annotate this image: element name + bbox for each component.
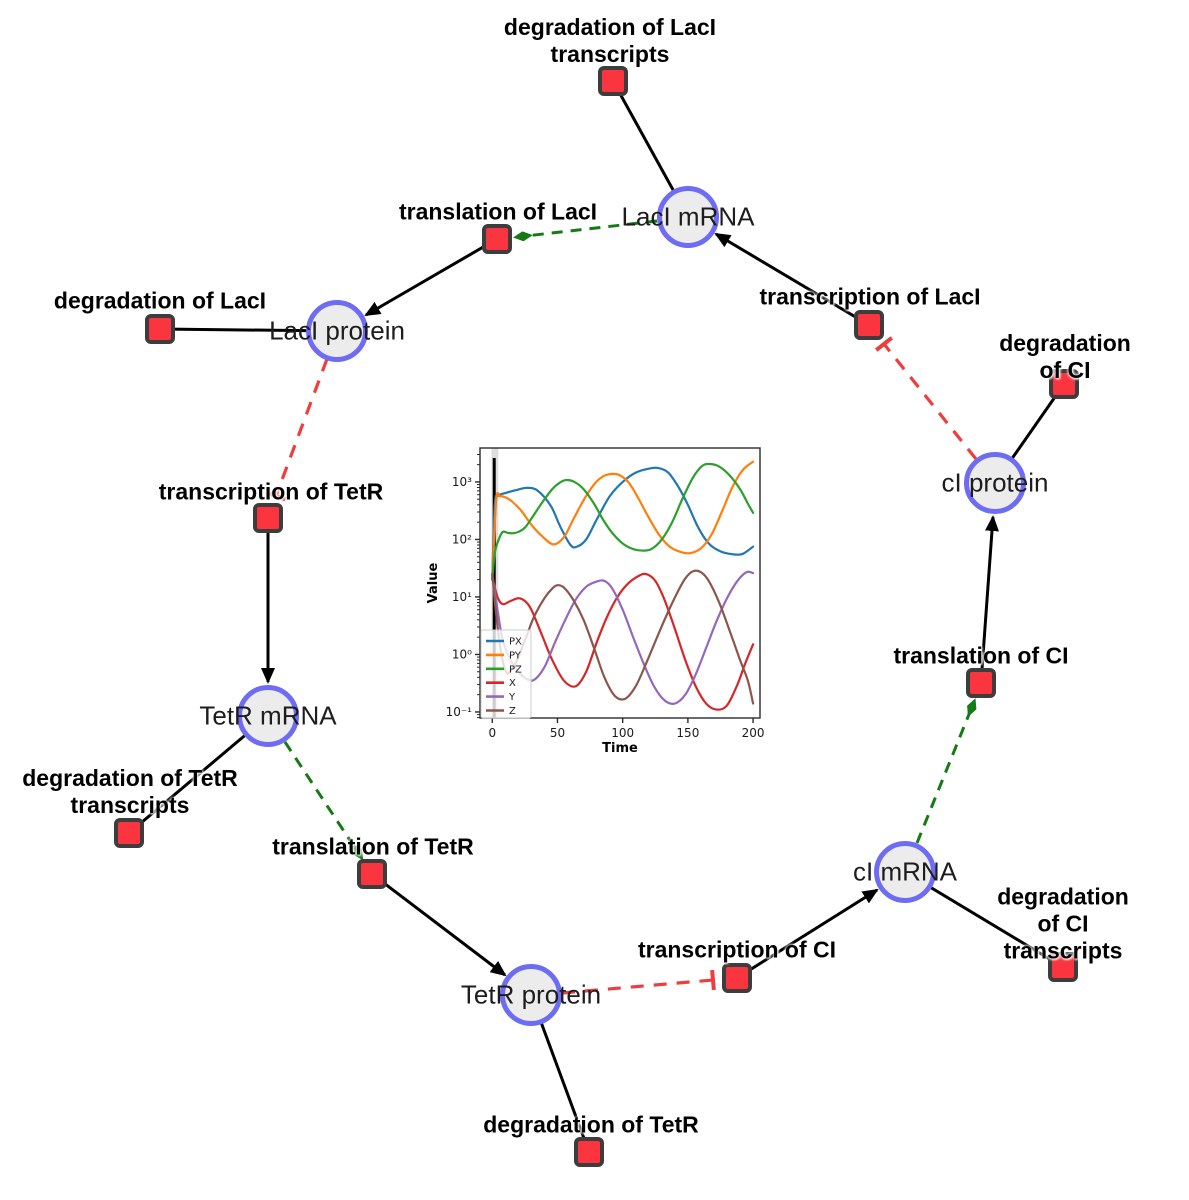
simulation-plot: 0 50 100 150 200 10⁻¹ 10⁰ 10¹ 10² 10³ Time Value PX P…: [426, 447, 765, 756]
series-PX-line: [491, 466, 755, 581]
label-tetr-protein: TetR protein: [460, 979, 602, 1010]
node-degradation-ci-transcripts[interactable]: [1048, 952, 1078, 982]
node-degradation-laci[interactable]: [145, 314, 175, 344]
edge-translation-ci-to-ci-protein: [979, 515, 999, 684]
label-degradation-tetr: degradation of TetR: [483, 1111, 699, 1138]
x-tick-label: 200: [742, 726, 765, 740]
legend-label-Y: Y: [508, 692, 516, 703]
node-transcription-laci[interactable]: [854, 310, 884, 340]
edge-translation-tetr-to-tetr-protein: [371, 872, 507, 977]
x-tick-label: 50: [550, 726, 565, 740]
node-ci-mrna[interactable]: [874, 841, 936, 903]
series-PY-line: [491, 460, 755, 581]
label-translation-tetr: translation of TetR: [272, 833, 474, 860]
node-laci-mrna[interactable]: [657, 186, 719, 248]
label-transcription-laci: transcription of LacI: [759, 283, 981, 310]
label-degradation-laci-transcripts: degradation of LacI transcripts: [503, 14, 717, 67]
node-translation-laci[interactable]: [482, 224, 512, 254]
edge-tetr-mrna-to-translation: [283, 741, 364, 861]
node-transcription-ci[interactable]: [722, 963, 752, 993]
edge-ci-protein-inhibits-transcription-laci: [874, 336, 978, 460]
legend-label-PX: PX: [509, 637, 522, 648]
edge-tetr-protein-inhibits-transcription-ci: [561, 969, 716, 995]
y-tick-label: 10³: [452, 475, 472, 489]
label-degradation-ci: degradation of CI: [999, 330, 1131, 383]
x-tick-label: 100: [611, 726, 634, 740]
simulation-plot-inset: 0 50 100 150 200 10⁻¹ 10⁰ 10¹ 10² 10³ Time Value PX P…: [425, 430, 780, 765]
y-axis-label: Value: [426, 562, 441, 603]
node-degradation-ci[interactable]: [1049, 369, 1079, 399]
y-tick-label: 10⁻¹: [446, 705, 473, 719]
node-degradation-tetr-transcripts[interactable]: [114, 818, 144, 848]
x-tick-label: 0: [488, 726, 496, 740]
label-tetr-mrna: TetR mRNA: [199, 700, 337, 731]
legend-label-Z: Z: [509, 706, 516, 717]
legend-label-PY: PY: [509, 650, 522, 661]
node-tetr-protein[interactable]: [500, 964, 562, 1026]
label-translation-laci: translation of LacI: [398, 198, 598, 225]
edge-laci-protein-inhibits-transcription-tetr: [265, 358, 329, 502]
edge-transcription-ci-to-ci-mrna: [736, 888, 879, 980]
edge-transcription-laci-to-laci-mrna: [714, 232, 870, 327]
x-axis-label: Time: [602, 741, 638, 756]
node-transcription-tetr[interactable]: [253, 503, 283, 533]
edge-translation-laci-to-laci-protein: [364, 237, 498, 317]
label-degradation-tetr-transcripts: degradation of TetR transcripts: [22, 765, 238, 818]
label-ci-mrna: cI mRNA: [853, 856, 957, 887]
x-tick-label: 150: [676, 726, 699, 740]
node-translation-tetr[interactable]: [357, 859, 387, 889]
legend-box: [480, 629, 532, 719]
label-degradation-laci: degradation of LacI: [53, 287, 267, 314]
label-laci-protein: LacI protein: [269, 315, 405, 346]
plot-frame: [479, 447, 761, 719]
label-transcription-ci: transcription of CI: [637, 936, 837, 963]
node-translation-ci[interactable]: [966, 668, 996, 698]
y-tick-label: 10⁰: [452, 647, 472, 661]
label-transcription-tetr: transcription of TetR: [158, 478, 384, 505]
y-tick-label: 10²: [452, 532, 472, 546]
node-ci-protein[interactable]: [964, 452, 1026, 514]
series-PZ-line: [491, 462, 755, 581]
node-degradation-laci-transcripts[interactable]: [598, 66, 628, 96]
node-degradation-tetr[interactable]: [574, 1137, 604, 1167]
label-degradation-ci-transcripts: degradation of CI transcripts: [997, 883, 1129, 964]
label-laci-mrna: LacI mRNA: [621, 201, 755, 232]
label-translation-ci: translation of CI: [893, 642, 1069, 669]
node-tetr-mrna[interactable]: [237, 685, 299, 747]
y-tick-label: 10¹: [452, 590, 472, 604]
label-ci-protein: cI protein: [941, 467, 1049, 498]
edge-laci-mrna-to-translation: [513, 219, 658, 242]
legend-label-PZ: PZ: [509, 664, 522, 675]
node-laci-protein[interactable]: [306, 300, 368, 362]
edge-ci-mrna-to-translation: [915, 698, 977, 844]
legend-label-X: X: [509, 678, 516, 689]
